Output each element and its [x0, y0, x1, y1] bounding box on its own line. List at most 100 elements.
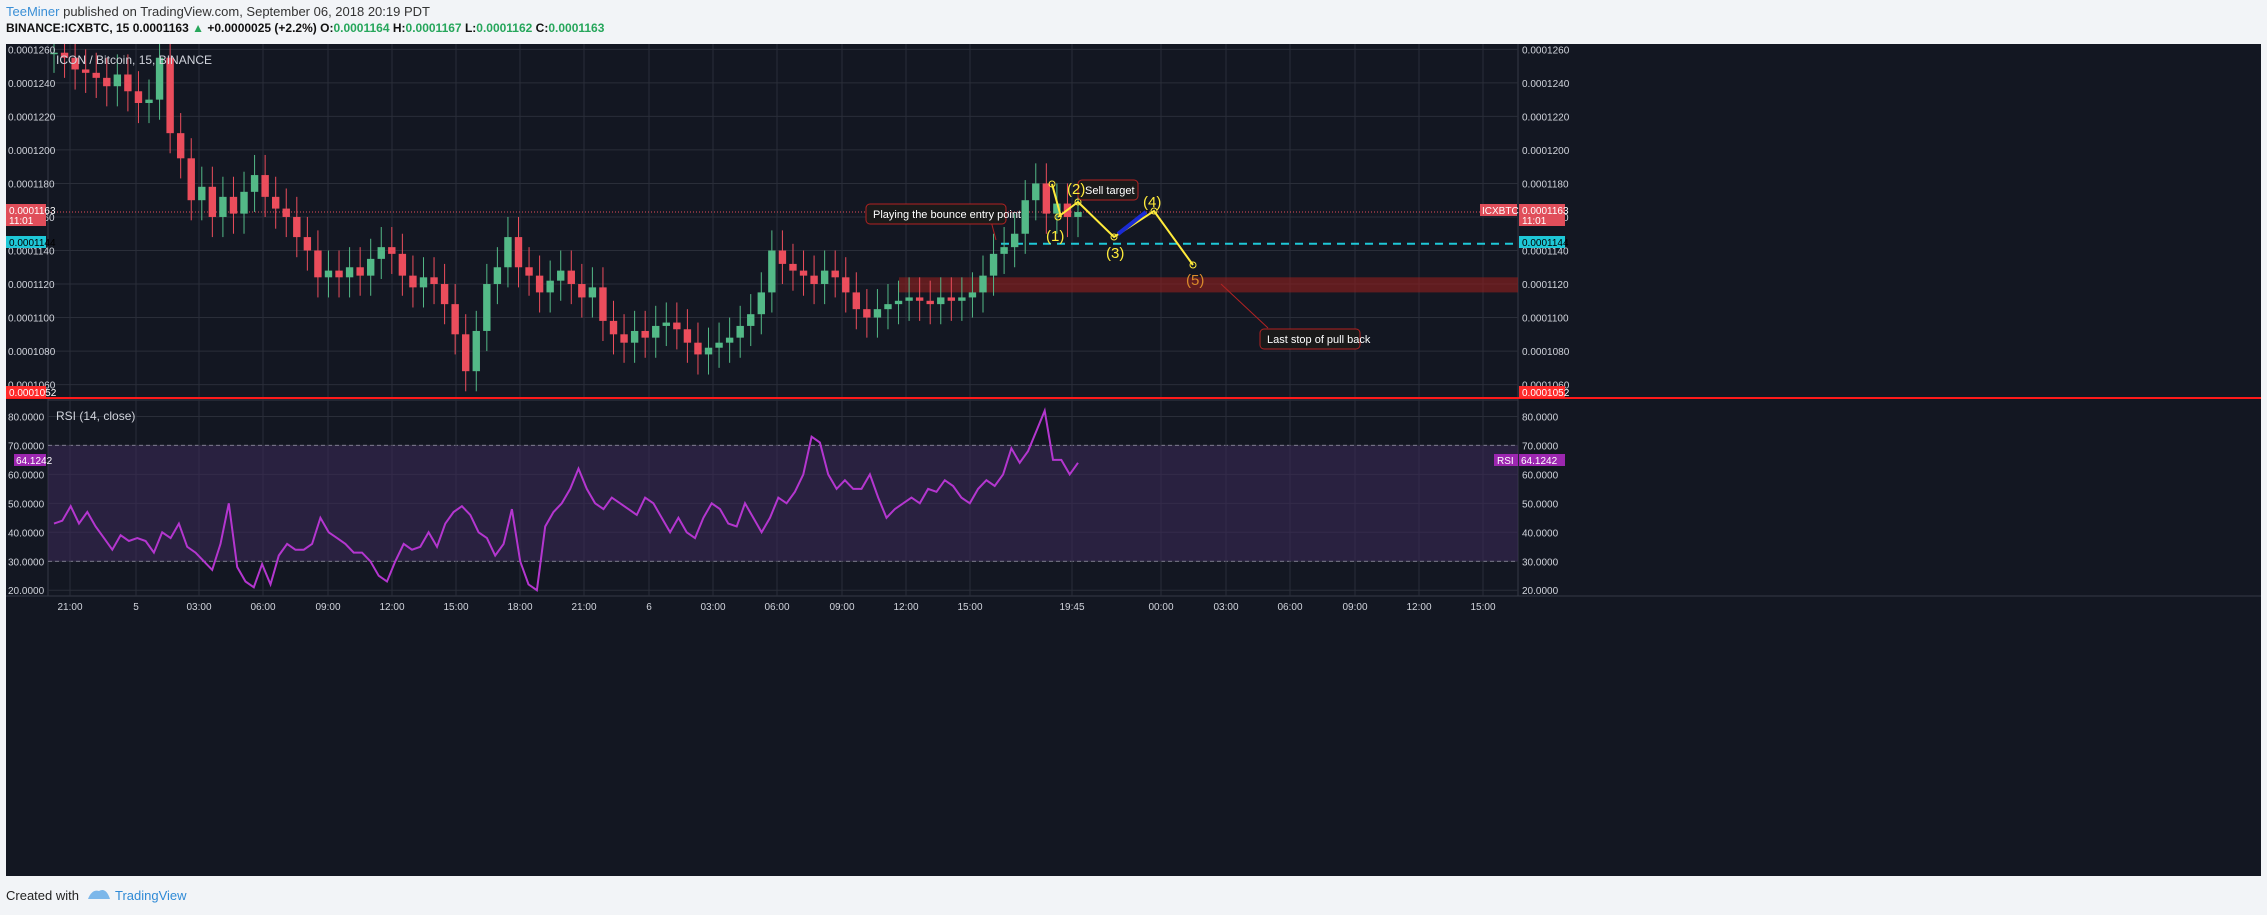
price-tick-left: 0.0001200: [8, 146, 56, 157]
rsi-tick-right: 50.0000: [1522, 499, 1559, 510]
candle-body: [915, 297, 924, 301]
wave-label-3: (3): [1106, 245, 1124, 262]
candle-body: [462, 334, 470, 372]
candle-body: [694, 342, 702, 355]
candle-body: [831, 270, 839, 278]
candle-body: [557, 270, 565, 281]
candle-body: [1042, 183, 1051, 214]
rsi-tick-left: 50.0000: [8, 499, 45, 510]
publish-header: TeeMiner published on TradingView.com, S…: [0, 0, 2267, 40]
candle-body: [704, 347, 713, 355]
candle-body: [293, 216, 301, 238]
candle-body: [92, 72, 100, 78]
publish-line: TeeMiner published on TradingView.com, S…: [6, 4, 430, 19]
rsi-tick-left: 80.0000: [8, 412, 45, 423]
red-level-tag-left: 0.0001052: [6, 386, 57, 399]
candle-body: [609, 320, 618, 335]
last-price: 0.0001163: [132, 21, 189, 35]
open-label: O:: [320, 21, 334, 35]
price-tick-left: 0.0001120: [8, 280, 55, 291]
candle-body: [894, 300, 903, 305]
chart-area[interactable]: 0.0001260 0.0001260 0.0001240 0.0001240 0.00…: [6, 32, 2261, 876]
candle-body: [388, 247, 396, 254]
rsi-value-left: 64.1242: [16, 456, 53, 467]
candle-body: [768, 250, 776, 293]
price-tick-left: 0.0001140: [8, 246, 55, 257]
price-tick-left: 0.0001220: [8, 112, 56, 123]
candle-body: [1074, 211, 1082, 217]
candle-body: [989, 253, 998, 276]
wave-point: [1054, 213, 1062, 221]
footer: Created with TradingView: [0, 876, 2267, 915]
price-tick-left: 0.0001080: [8, 347, 56, 358]
chart-svg[interactable]: 0.0001260 0.0001260 0.0001240 0.0001240 0.00…: [6, 32, 2261, 876]
candle-body: [367, 258, 375, 276]
price-tick-right: 0.0001220: [1522, 112, 1570, 123]
wave-point: [1150, 207, 1158, 215]
candle-body: [419, 277, 428, 288]
price-tick-right: 0.0001120: [1522, 280, 1569, 291]
current-price-left: 0.0001163: [9, 206, 56, 217]
x-tick-label: 15:00: [1470, 602, 1495, 613]
countdown-right: 11:01: [1522, 216, 1547, 227]
candle-body: [409, 275, 417, 288]
candle-body: [1010, 233, 1019, 248]
wave-label-2: (2): [1067, 181, 1085, 198]
candle-body: [303, 237, 312, 251]
candle-body: [514, 237, 523, 268]
rsi-tick-right: 40.0000: [1522, 528, 1559, 539]
x-tick-label: 06:00: [1277, 602, 1302, 613]
open-value: 0.0001164: [333, 21, 390, 35]
candle-body: [884, 304, 892, 310]
callout-bounce-entry[interactable]: Playing the bounce entry point: [865, 203, 1021, 241]
candle-body: [926, 300, 934, 305]
high-label: H:: [392, 21, 406, 35]
candle-body: [60, 52, 69, 58]
candle-body: [314, 250, 322, 278]
candle-body: [282, 208, 290, 217]
rsi-line: [53, 407, 1079, 592]
candle-body: [567, 270, 575, 285]
up-arrow-icon: ▲: [192, 21, 204, 35]
tradingview-link[interactable]: TradingView: [115, 888, 187, 903]
callout-last-stop[interactable]: Last stop of pull back: [1220, 283, 1371, 350]
callout-last-stop-text: Last stop of pull back: [1267, 334, 1371, 346]
candle-body: [683, 329, 692, 343]
candle-body: [535, 275, 544, 293]
candle-body: [810, 275, 818, 285]
candle-body: [863, 309, 871, 318]
candle-body: [271, 196, 280, 209]
low-label: L:: [464, 21, 477, 35]
candle-body: [778, 250, 787, 264]
tradingview-logo-icon[interactable]: [86, 885, 112, 908]
close-value: 0.0001163: [548, 21, 605, 35]
candle-body: [504, 237, 512, 268]
close-label: C:: [535, 21, 549, 35]
symbol-label: BINANCE:ICXBTC, 15: [6, 21, 130, 35]
wave-label-1: (1): [1046, 228, 1064, 245]
rsi-tick-left: 30.0000: [8, 557, 45, 568]
rsi-tick-right: 80.0000: [1522, 412, 1559, 423]
wave-point: [1110, 233, 1118, 241]
author-link[interactable]: TeeMiner: [6, 4, 60, 19]
callout-sell-target[interactable]: Sell target: [1077, 179, 1139, 201]
x-tick-label: 03:00: [186, 602, 211, 613]
callout-sell-text: Sell target: [1085, 185, 1135, 197]
candle-body: [377, 247, 385, 259]
candle-body: [789, 263, 797, 271]
price-levels: [6, 211, 2261, 399]
price-tick-left: 0.0001240: [8, 79, 56, 90]
price-tick-left: 0.0001260: [8, 45, 56, 56]
candle-body: [250, 175, 259, 192]
candle-body: [335, 270, 343, 278]
candle-body: [240, 191, 248, 214]
candle-body: [493, 267, 502, 285]
rsi-tick-right: 30.0000: [1522, 557, 1559, 568]
x-tick-label: 03:00: [700, 602, 725, 613]
red-level-tag-right: 0.0001052: [1519, 386, 1570, 399]
x-tick-label: 5: [133, 602, 139, 613]
candle-body: [799, 270, 808, 276]
rsi-tick-left: 60.0000: [8, 470, 45, 481]
x-tick-label: 12:00: [893, 602, 918, 613]
candle-body: [662, 322, 670, 326]
